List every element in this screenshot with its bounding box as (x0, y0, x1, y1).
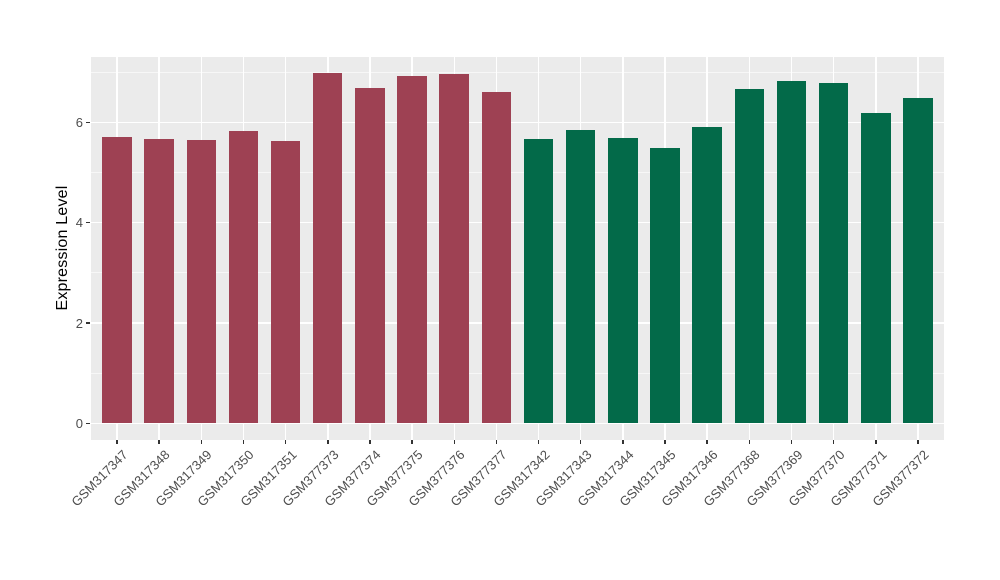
x-axis-tick (748, 440, 751, 444)
x-axis-tick (537, 440, 540, 444)
bar-GSM317349 (186, 140, 216, 424)
x-axis-tick (790, 440, 793, 444)
x-axis-tick (284, 440, 287, 444)
major-gridline (91, 221, 944, 224)
x-axis-tick (453, 440, 455, 444)
minor-gridline (91, 372, 944, 374)
bar-GSM317345 (650, 147, 680, 424)
minor-gridline (91, 272, 944, 274)
bar-GSM377376 (439, 74, 469, 424)
x-axis-tick (158, 440, 160, 444)
x-axis-tick (327, 440, 329, 444)
x-axis-tick (832, 440, 835, 444)
minor-gridline (91, 172, 944, 173)
bar-GSM377375 (397, 75, 427, 424)
bar-GSM317350 (228, 131, 259, 424)
y-axis-tick (86, 221, 90, 224)
major-gridline (91, 322, 944, 324)
major-gridline (91, 422, 944, 425)
bar-GSM317343 (565, 130, 596, 424)
x-axis-tick (664, 440, 666, 444)
y-tick-label: 6 (75, 114, 83, 130)
y-tick-label: 4 (75, 215, 83, 231)
y-axis-tick (86, 322, 90, 324)
x-axis-tick (242, 440, 245, 444)
y-tick-label: 0 (75, 415, 83, 431)
bar-GSM377374 (355, 88, 385, 424)
x-axis-tick (369, 440, 371, 444)
minor-gridline (91, 71, 944, 73)
bar-GSM317344 (608, 138, 638, 424)
bar-GSM377373 (312, 73, 343, 424)
bar-GSM377370 (818, 83, 849, 424)
y-axis-tick (86, 121, 90, 123)
y-tick-label: 2 (75, 315, 83, 331)
y-axis-title: Expression Level (54, 185, 71, 311)
bar-GSM317348 (144, 138, 174, 424)
major-gridline (91, 121, 944, 123)
bar-GSM317351 (270, 141, 301, 424)
x-axis-tick (495, 440, 498, 444)
x-axis-tick (875, 440, 877, 444)
x-axis-tick (622, 440, 624, 444)
bar-GSM377377 (481, 92, 512, 424)
x-axis-tick (579, 440, 582, 444)
y-axis-tick (86, 422, 90, 425)
bar-GSM377368 (734, 88, 765, 424)
x-axis-tick (706, 440, 708, 444)
bar-GSM317346 (692, 127, 722, 424)
plot-panel (91, 57, 944, 440)
bar-GSM317342 (523, 138, 554, 424)
x-axis-tick (411, 440, 413, 444)
x-axis-tick (917, 440, 919, 444)
x-axis-tick (116, 440, 118, 444)
bar-GSM317347 (102, 136, 132, 424)
bar-GSM377372 (903, 98, 933, 424)
x-axis-tick (200, 440, 202, 444)
bar-GSM377371 (861, 113, 891, 424)
bar-GSM377369 (776, 81, 807, 424)
